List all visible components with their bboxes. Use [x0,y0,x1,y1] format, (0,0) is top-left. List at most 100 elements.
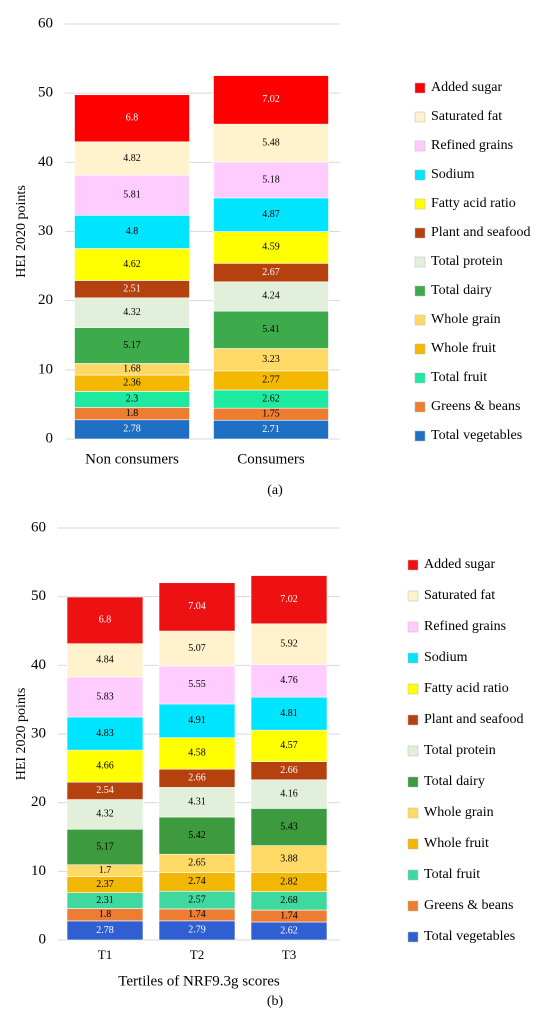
data-label: 7.04 [188,601,206,612]
data-label: 2.57 [188,894,206,905]
data-label: 1.75 [262,409,280,420]
data-label: 5.43 [280,821,298,832]
legend-swatch [414,198,426,210]
legend-label: Fatty acid ratio [424,681,509,696]
y-tick-label: 50 [38,85,53,101]
bar-segment [66,828,144,866]
legend-label: Sodium [431,167,475,182]
caption: (a) [267,483,283,498]
y-tick-label: 10 [31,863,46,879]
data-label: 4.62 [123,259,141,270]
legend-swatch [414,401,426,413]
bar-segment [250,664,328,698]
legend-swatch [407,900,419,912]
legend-label: Total protein [431,254,503,269]
data-label: 4.8 [126,226,139,237]
data-label: 4.59 [262,242,280,253]
bar-segment [213,197,329,232]
bar-segment [74,248,190,281]
data-label: 2.71 [262,424,280,435]
data-label: 1.74 [188,909,206,920]
data-label: 6.8 [126,113,139,124]
legend-label: Sodium [424,650,468,665]
x-tick-label: T2 [190,947,204,962]
data-label: 5.18 [262,174,280,185]
legend-swatch [414,256,426,268]
data-label: 1.8 [126,408,139,419]
data-label: 4.66 [96,760,114,771]
x-tick-label: T1 [98,947,112,962]
legend-swatch [407,559,419,571]
bar-segment [158,630,236,667]
y-tick-label: 60 [38,15,53,31]
legend-label: Refined grains [431,138,513,153]
data-label: 2.65 [188,858,206,869]
data-label: 1.7 [99,865,112,876]
data-label: 5.83 [96,691,114,702]
y-tick-label: 60 [31,519,46,535]
bar-segment [250,575,328,625]
data-label: 2.62 [262,393,280,404]
data-label: 4.31 [188,797,206,808]
bar-segment [250,696,328,731]
legend-label: Total vegetables [431,428,522,443]
legend-swatch [407,621,419,633]
legend-swatch [407,714,419,726]
legend-label: Fatty acid ratio [431,196,516,211]
data-label: 2.74 [188,876,206,887]
legend-label: Greens & beans [424,898,513,913]
x-tick-label: Consumers [237,451,305,467]
legend-label: Saturated fat [431,109,502,124]
data-label: 4.57 [280,740,298,751]
legend-swatch [407,590,419,602]
data-label: 7.02 [262,94,280,105]
legend-swatch [407,652,419,664]
legend-swatch [414,169,426,181]
data-label: 2.79 [188,925,206,936]
y-tick-label: 20 [31,794,46,810]
y-axis-title: HEI 2020 points [14,185,29,278]
data-label: 1.8 [99,909,112,920]
legend-label: Total protein [424,743,496,758]
legend-label: Total fruit [431,370,487,385]
bar-segment [158,816,236,855]
x-tick-label: Non consumers [85,451,179,467]
bar-segment [250,779,328,809]
data-label: 2.66 [280,765,298,776]
bar-segment [213,281,329,312]
y-tick-label: 50 [31,588,46,604]
data-label: 4.83 [96,728,114,739]
legend-swatch [414,285,426,297]
bar-segment [213,231,329,264]
data-label: 2.78 [123,424,141,435]
bar-segment [74,94,190,143]
y-tick-label: 10 [38,361,53,377]
data-label: 5.48 [262,137,280,148]
data-label: 4.81 [280,708,298,719]
x-tick-label: T3 [282,947,296,962]
bar-segment [213,123,329,163]
data-label: 4.16 [280,788,298,799]
y-axis-title: HEI 2020 points [14,688,29,781]
legend-swatch [414,430,426,442]
data-label: 5.92 [280,638,298,649]
y-tick-label: 0 [39,931,47,947]
y-tick-label: 20 [38,292,53,308]
y-tick-label: 40 [38,154,53,170]
data-label: 7.02 [280,594,298,605]
data-label: 4.84 [96,655,114,666]
data-label: 5.55 [188,679,206,690]
bar-segment [158,787,236,818]
legend-swatch [414,227,426,239]
data-label: 2.3 [126,394,139,405]
data-label: 2.66 [188,773,206,784]
data-label: 5.42 [188,830,206,841]
legend-swatch [407,745,419,757]
legend-label: Total fruit [424,867,480,882]
data-label: 4.82 [123,153,141,164]
legend-label: Refined grains [424,619,506,634]
data-label: 2.37 [96,879,114,890]
data-label: 5.07 [188,643,206,654]
data-label: 4.32 [123,307,141,318]
data-label: 2.77 [262,375,280,386]
